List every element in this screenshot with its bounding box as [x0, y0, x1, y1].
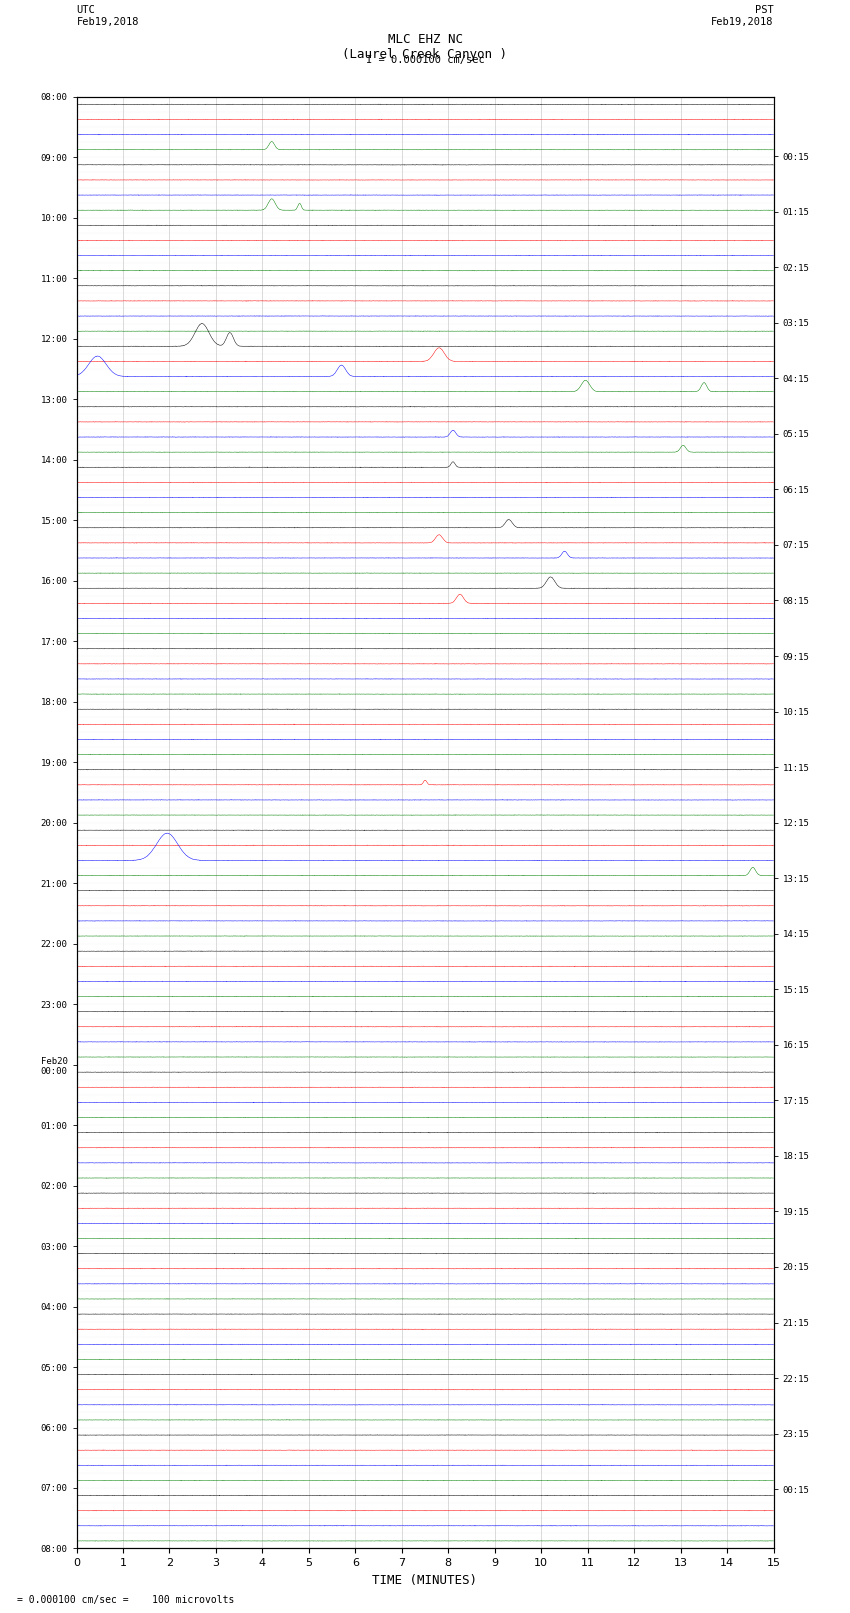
Text: = 0.000100 cm/sec =    100 microvolts: = 0.000100 cm/sec = 100 microvolts [17, 1595, 235, 1605]
Title: MLC EHZ NC
(Laurel Creek Canyon ): MLC EHZ NC (Laurel Creek Canyon ) [343, 32, 507, 61]
X-axis label: TIME (MINUTES): TIME (MINUTES) [372, 1574, 478, 1587]
Text: I = 0.000100 cm/sec: I = 0.000100 cm/sec [366, 55, 484, 65]
Text: PST
Feb19,2018: PST Feb19,2018 [711, 5, 774, 27]
Text: UTC
Feb19,2018: UTC Feb19,2018 [76, 5, 139, 27]
